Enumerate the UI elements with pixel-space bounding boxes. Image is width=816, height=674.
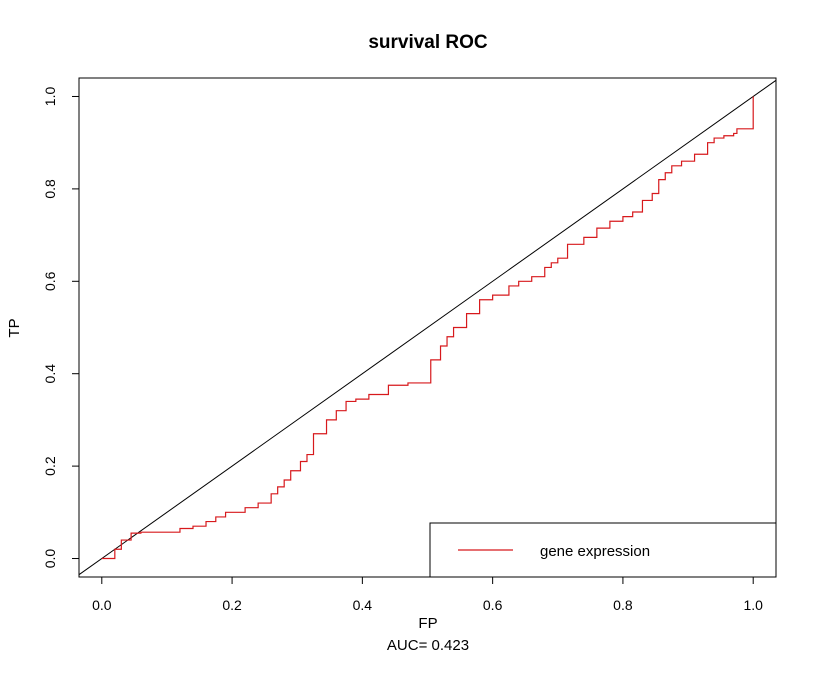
x-tick-label: 0.8 [613, 597, 633, 613]
reference-diagonal-line [78, 79, 777, 576]
plot-frame [78, 77, 777, 578]
y-tick-label: 1.0 [42, 87, 58, 107]
y-axis-label: TP [6, 318, 23, 337]
y-axis: 0.0 0.2 0.4 0.6 0.8 1.0 [42, 87, 79, 569]
x-axis: 0.0 0.2 0.4 0.6 0.8 1.0 [92, 577, 763, 613]
legend: gene expression [429, 522, 777, 578]
chart-title: survival ROC [368, 32, 488, 53]
x-tick-label: 0.2 [222, 597, 242, 613]
legend-label-gene-expression: gene expression [540, 543, 650, 560]
auc-label: AUC= 0.423 [387, 637, 469, 654]
x-tick-label: 0.6 [483, 597, 503, 613]
x-tick-label: 0.4 [353, 597, 373, 613]
y-tick-label: 0.4 [42, 364, 58, 384]
x-axis-label: FP [418, 615, 437, 632]
x-tick-label: 0.0 [92, 597, 112, 613]
y-tick-label: 0.0 [42, 549, 58, 569]
y-tick-label: 0.6 [42, 271, 58, 291]
series-line-gene-expression [101, 96, 754, 560]
y-tick-label: 0.8 [42, 179, 58, 199]
plot-area [78, 79, 777, 576]
y-tick-label: 0.2 [42, 456, 58, 476]
x-tick-label: 1.0 [743, 597, 763, 613]
